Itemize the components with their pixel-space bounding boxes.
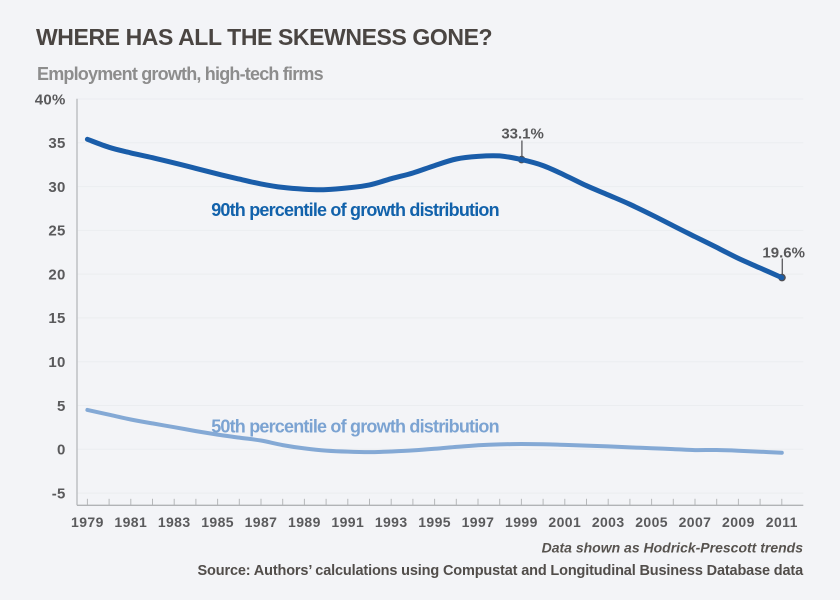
svg-text:Employment growth, high-tech f: Employment growth, high-tech firms xyxy=(37,64,324,84)
svg-text:2007: 2007 xyxy=(679,514,712,530)
svg-text:1989: 1989 xyxy=(288,514,321,530)
svg-text:1991: 1991 xyxy=(331,514,364,530)
svg-text:1985: 1985 xyxy=(201,514,234,530)
svg-text:2005: 2005 xyxy=(635,514,668,530)
svg-text:35: 35 xyxy=(48,135,65,152)
svg-text:10: 10 xyxy=(48,354,65,371)
svg-text:19.6%: 19.6% xyxy=(762,245,805,262)
svg-text:2003: 2003 xyxy=(592,514,625,530)
svg-text:2011: 2011 xyxy=(766,514,798,530)
svg-text:15: 15 xyxy=(48,310,65,327)
svg-text:Source: Authors’ calculations: Source: Authors’ calculations using Comp… xyxy=(198,563,805,579)
svg-text:2001: 2001 xyxy=(548,514,581,530)
svg-text:1999: 1999 xyxy=(505,514,538,530)
svg-text:90th percentile of growth dist: 90th percentile of growth distribution xyxy=(211,200,499,220)
svg-text:5: 5 xyxy=(57,398,66,415)
svg-text:1993: 1993 xyxy=(375,514,408,530)
svg-text:1979: 1979 xyxy=(71,514,104,530)
svg-text:25: 25 xyxy=(48,223,65,240)
svg-text:Data shown as Hodrick-Prescott: Data shown as Hodrick-Prescott trends xyxy=(542,540,804,556)
svg-text:40%: 40% xyxy=(35,91,66,108)
svg-text:1983: 1983 xyxy=(158,514,191,530)
svg-text:0: 0 xyxy=(57,442,66,459)
svg-text:1995: 1995 xyxy=(418,514,451,530)
svg-text:WHERE HAS ALL THE SKEWNESS GON: WHERE HAS ALL THE SKEWNESS GONE? xyxy=(36,24,492,50)
svg-text:30: 30 xyxy=(48,179,65,196)
svg-text:1981: 1981 xyxy=(114,514,147,530)
svg-text:20: 20 xyxy=(48,266,65,283)
svg-text:-5: -5 xyxy=(52,485,66,502)
svg-text:1987: 1987 xyxy=(245,514,278,530)
svg-text:1997: 1997 xyxy=(462,514,495,530)
svg-text:50th percentile of growth dist: 50th percentile of growth distribution xyxy=(211,417,499,437)
svg-text:33.1%: 33.1% xyxy=(501,126,544,143)
svg-text:2009: 2009 xyxy=(722,514,755,530)
